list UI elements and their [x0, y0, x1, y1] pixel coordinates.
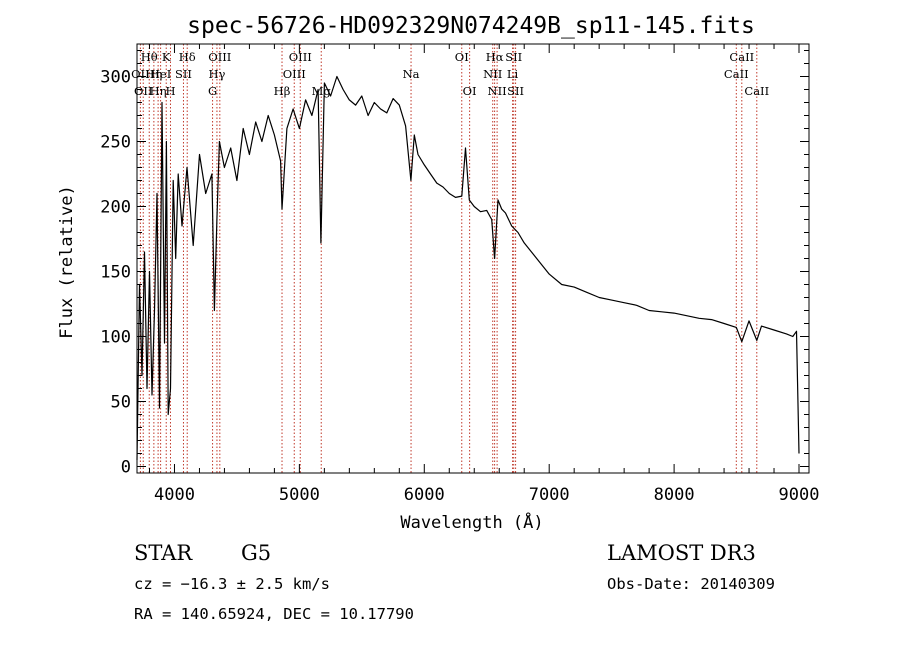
emission-line-label: Hδ: [179, 50, 196, 64]
x-tick-label: 7000: [529, 485, 570, 505]
emission-line-label: Hβ: [274, 84, 291, 98]
emission-line-label: CaII: [729, 50, 754, 64]
emission-line-label: NII: [483, 67, 502, 81]
x-tick-label: 9000: [779, 485, 820, 505]
chart-title: spec-56726-HD092329N074249B_sp11-145.fit…: [187, 13, 755, 39]
plot-frame: [136, 43, 810, 474]
y-tick-label: 50: [111, 393, 131, 413]
emission-line-label: Hθ: [141, 50, 158, 64]
object-class: STAR: [134, 541, 193, 565]
emission-line-label: OI: [455, 50, 469, 64]
y-tick-label: 300: [100, 68, 131, 88]
y-tick-label: 100: [100, 328, 131, 348]
emission-line-label: SII: [505, 50, 522, 64]
emission-line-label: HeI: [150, 67, 171, 81]
x-tick-label: 5000: [279, 485, 320, 505]
emission-line-label: SII: [507, 84, 524, 98]
redshift-readout: cz = −16.3 ± 2.5 km/s: [134, 575, 330, 593]
emission-line-label: SII: [175, 67, 192, 81]
emission-line-markers: [139, 44, 758, 473]
y-tick-label: 0: [121, 458, 131, 478]
x-tick-label: 6000: [404, 485, 445, 505]
emission-line-label: Hγ: [208, 67, 225, 81]
emission-line-label: G: [208, 84, 217, 98]
y-tick-label: 150: [100, 263, 131, 283]
x-axis-label: Wavelength (Å): [400, 511, 543, 533]
emission-line-label: OI: [463, 84, 477, 98]
x-axis-ticks: 4000 5000 6000 7000 8000 9000: [148, 44, 820, 505]
survey-name: LAMOST DR3: [607, 541, 756, 565]
emission-line-label: OIII: [208, 50, 231, 64]
y-tick-label: 200: [100, 198, 131, 218]
emission-line-labels: OIIOIIHθHηHηHeIKHSIIHδGHγOIIIHβOIIIOIIIM…: [131, 50, 769, 98]
emission-line-label: Hη: [145, 67, 162, 81]
emission-line-label: Hα: [486, 50, 504, 64]
emission-line-label: OIII: [283, 67, 306, 81]
spectrum-series-line: [136, 75, 800, 461]
emission-line-label: OII: [134, 84, 153, 98]
y-axis-label: Flux (relative): [57, 185, 77, 339]
emission-line-label: Hη: [150, 84, 167, 98]
emission-line-label: NII: [488, 84, 507, 98]
emission-line-label: CaII: [744, 84, 769, 98]
emission-line-label: K: [162, 50, 171, 64]
emission-line-label: OII: [131, 67, 150, 81]
emission-line-label: CaII: [724, 67, 749, 81]
emission-line-label: Li: [507, 67, 519, 81]
coordinates: RA = 140.65924, DEC = 10.17790: [134, 605, 414, 623]
y-tick-label: 250: [100, 133, 131, 153]
emission-line-label: OIII: [289, 50, 312, 64]
emission-line-label: Na: [403, 67, 420, 81]
x-tick-label: 4000: [154, 485, 195, 505]
spectral-subclass: G5: [241, 541, 271, 565]
obs-date: Obs-Date: 20140309: [607, 575, 775, 593]
emission-line-label: H: [165, 84, 175, 98]
y-axis-ticks: 0 50 100 150 200 250 300: [100, 50, 809, 478]
x-tick-label: 8000: [654, 485, 695, 505]
